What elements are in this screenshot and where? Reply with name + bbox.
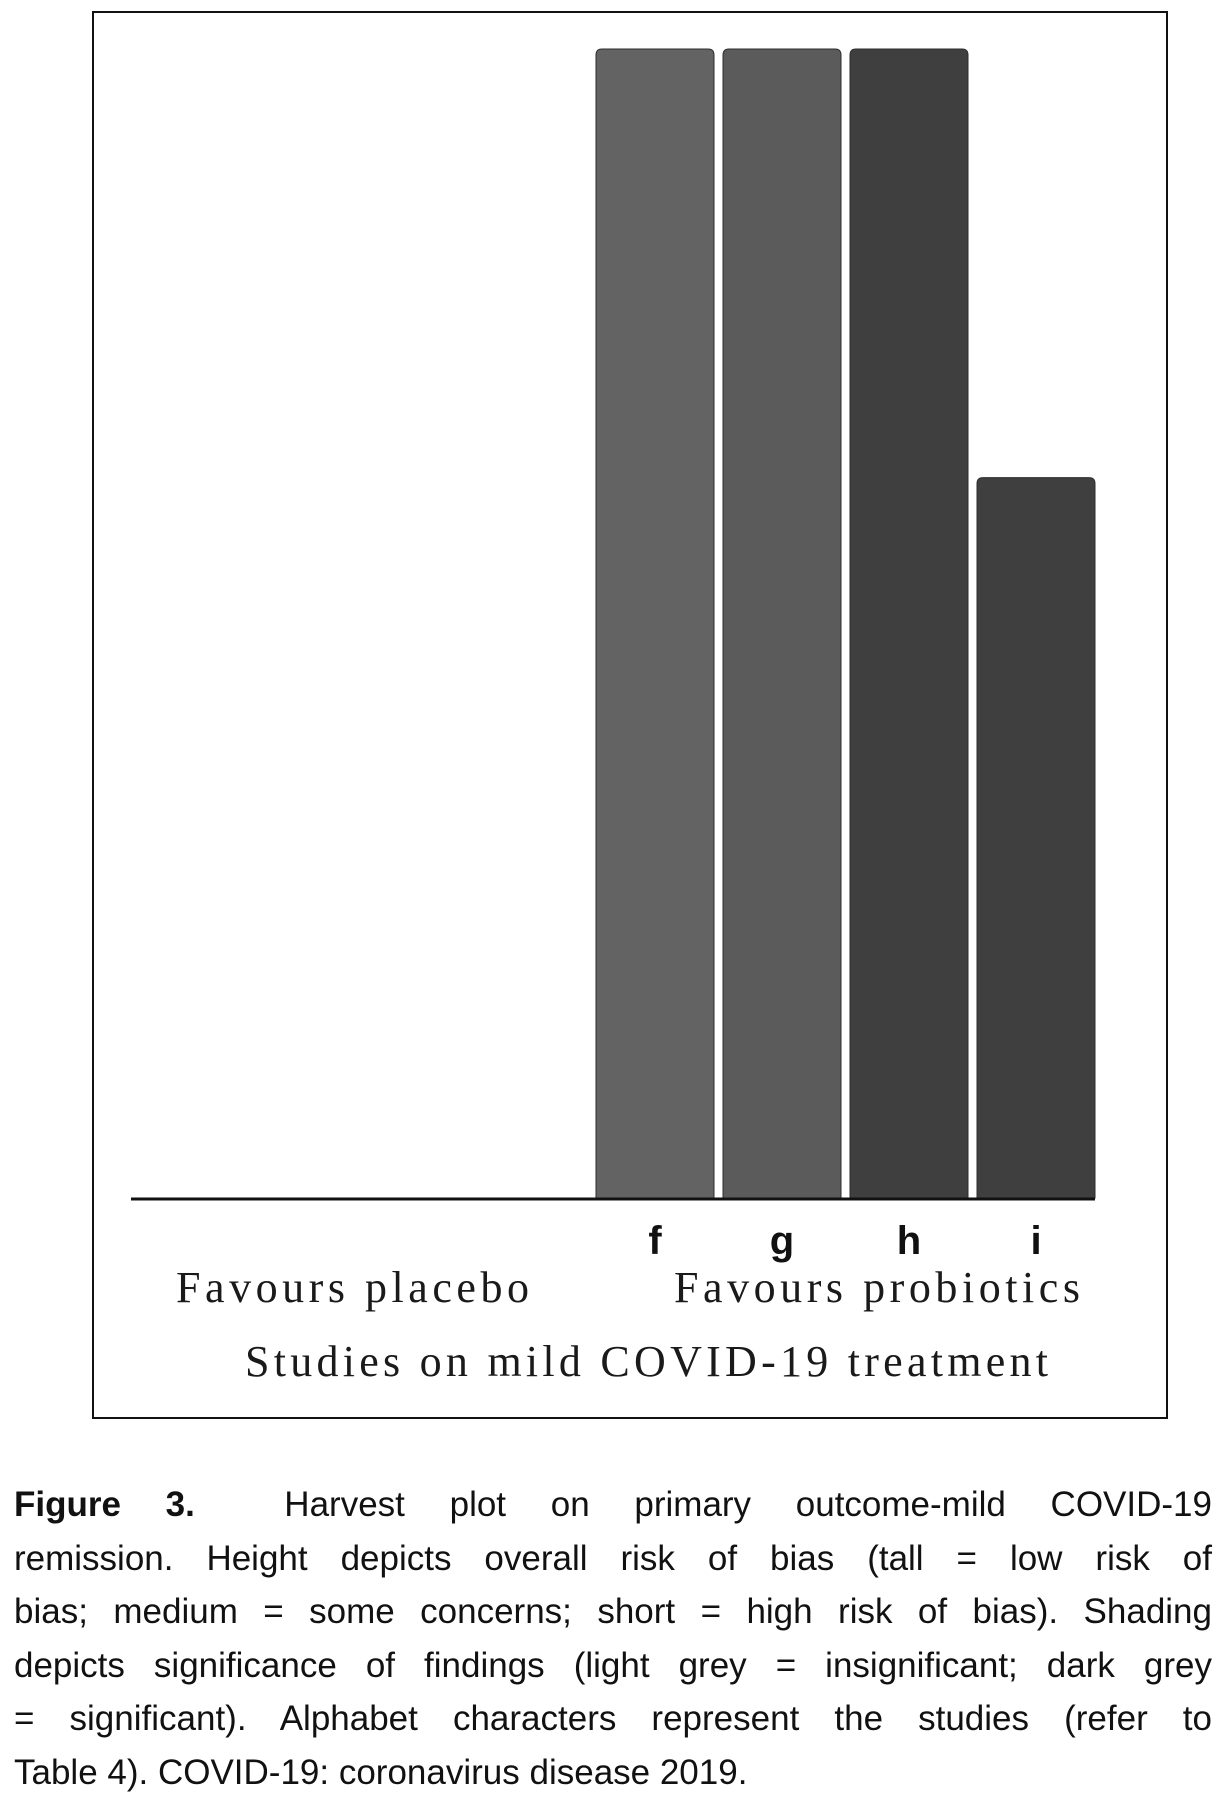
study-labels: f g h i [648, 1219, 1041, 1263]
figure-caption: Figure 3. Harvest plot on primary outcom… [14, 1478, 1212, 1799]
bar-f [595, 48, 715, 1199]
study-label-f: f [648, 1219, 662, 1263]
study-label-i: i [1030, 1219, 1041, 1263]
favours-probiotics-label: Favours probiotics [674, 1263, 1080, 1312]
study-label-g: g [770, 1219, 794, 1263]
caption-line-2: remission. Height depicts overall risk o… [14, 1538, 1212, 1578]
caption-line-6: Table 4). COVID-19: coronavirus disease … [14, 1752, 748, 1792]
study-label-h: h [897, 1219, 921, 1263]
bar-h [849, 48, 969, 1199]
caption-text: Harvest plot on primary outcome-mild COV… [284, 1485, 1212, 1524]
caption-line-4: depicts significance of findings (light … [14, 1645, 1212, 1685]
bars-group [595, 48, 1096, 1199]
bar-i [976, 477, 1096, 1199]
caption-label: Figure 3. [14, 1485, 195, 1524]
favours-placebo-label: Favours placebo [176, 1263, 529, 1312]
caption-line-5: = significant). Alphabet characters repr… [14, 1699, 1212, 1738]
caption-line-3: bias; medium = some concerns; short = hi… [14, 1592, 1212, 1631]
caption-line-1: Figure 3. Harvest plot on primary outcom… [14, 1478, 1212, 1532]
bar-g [722, 48, 842, 1199]
